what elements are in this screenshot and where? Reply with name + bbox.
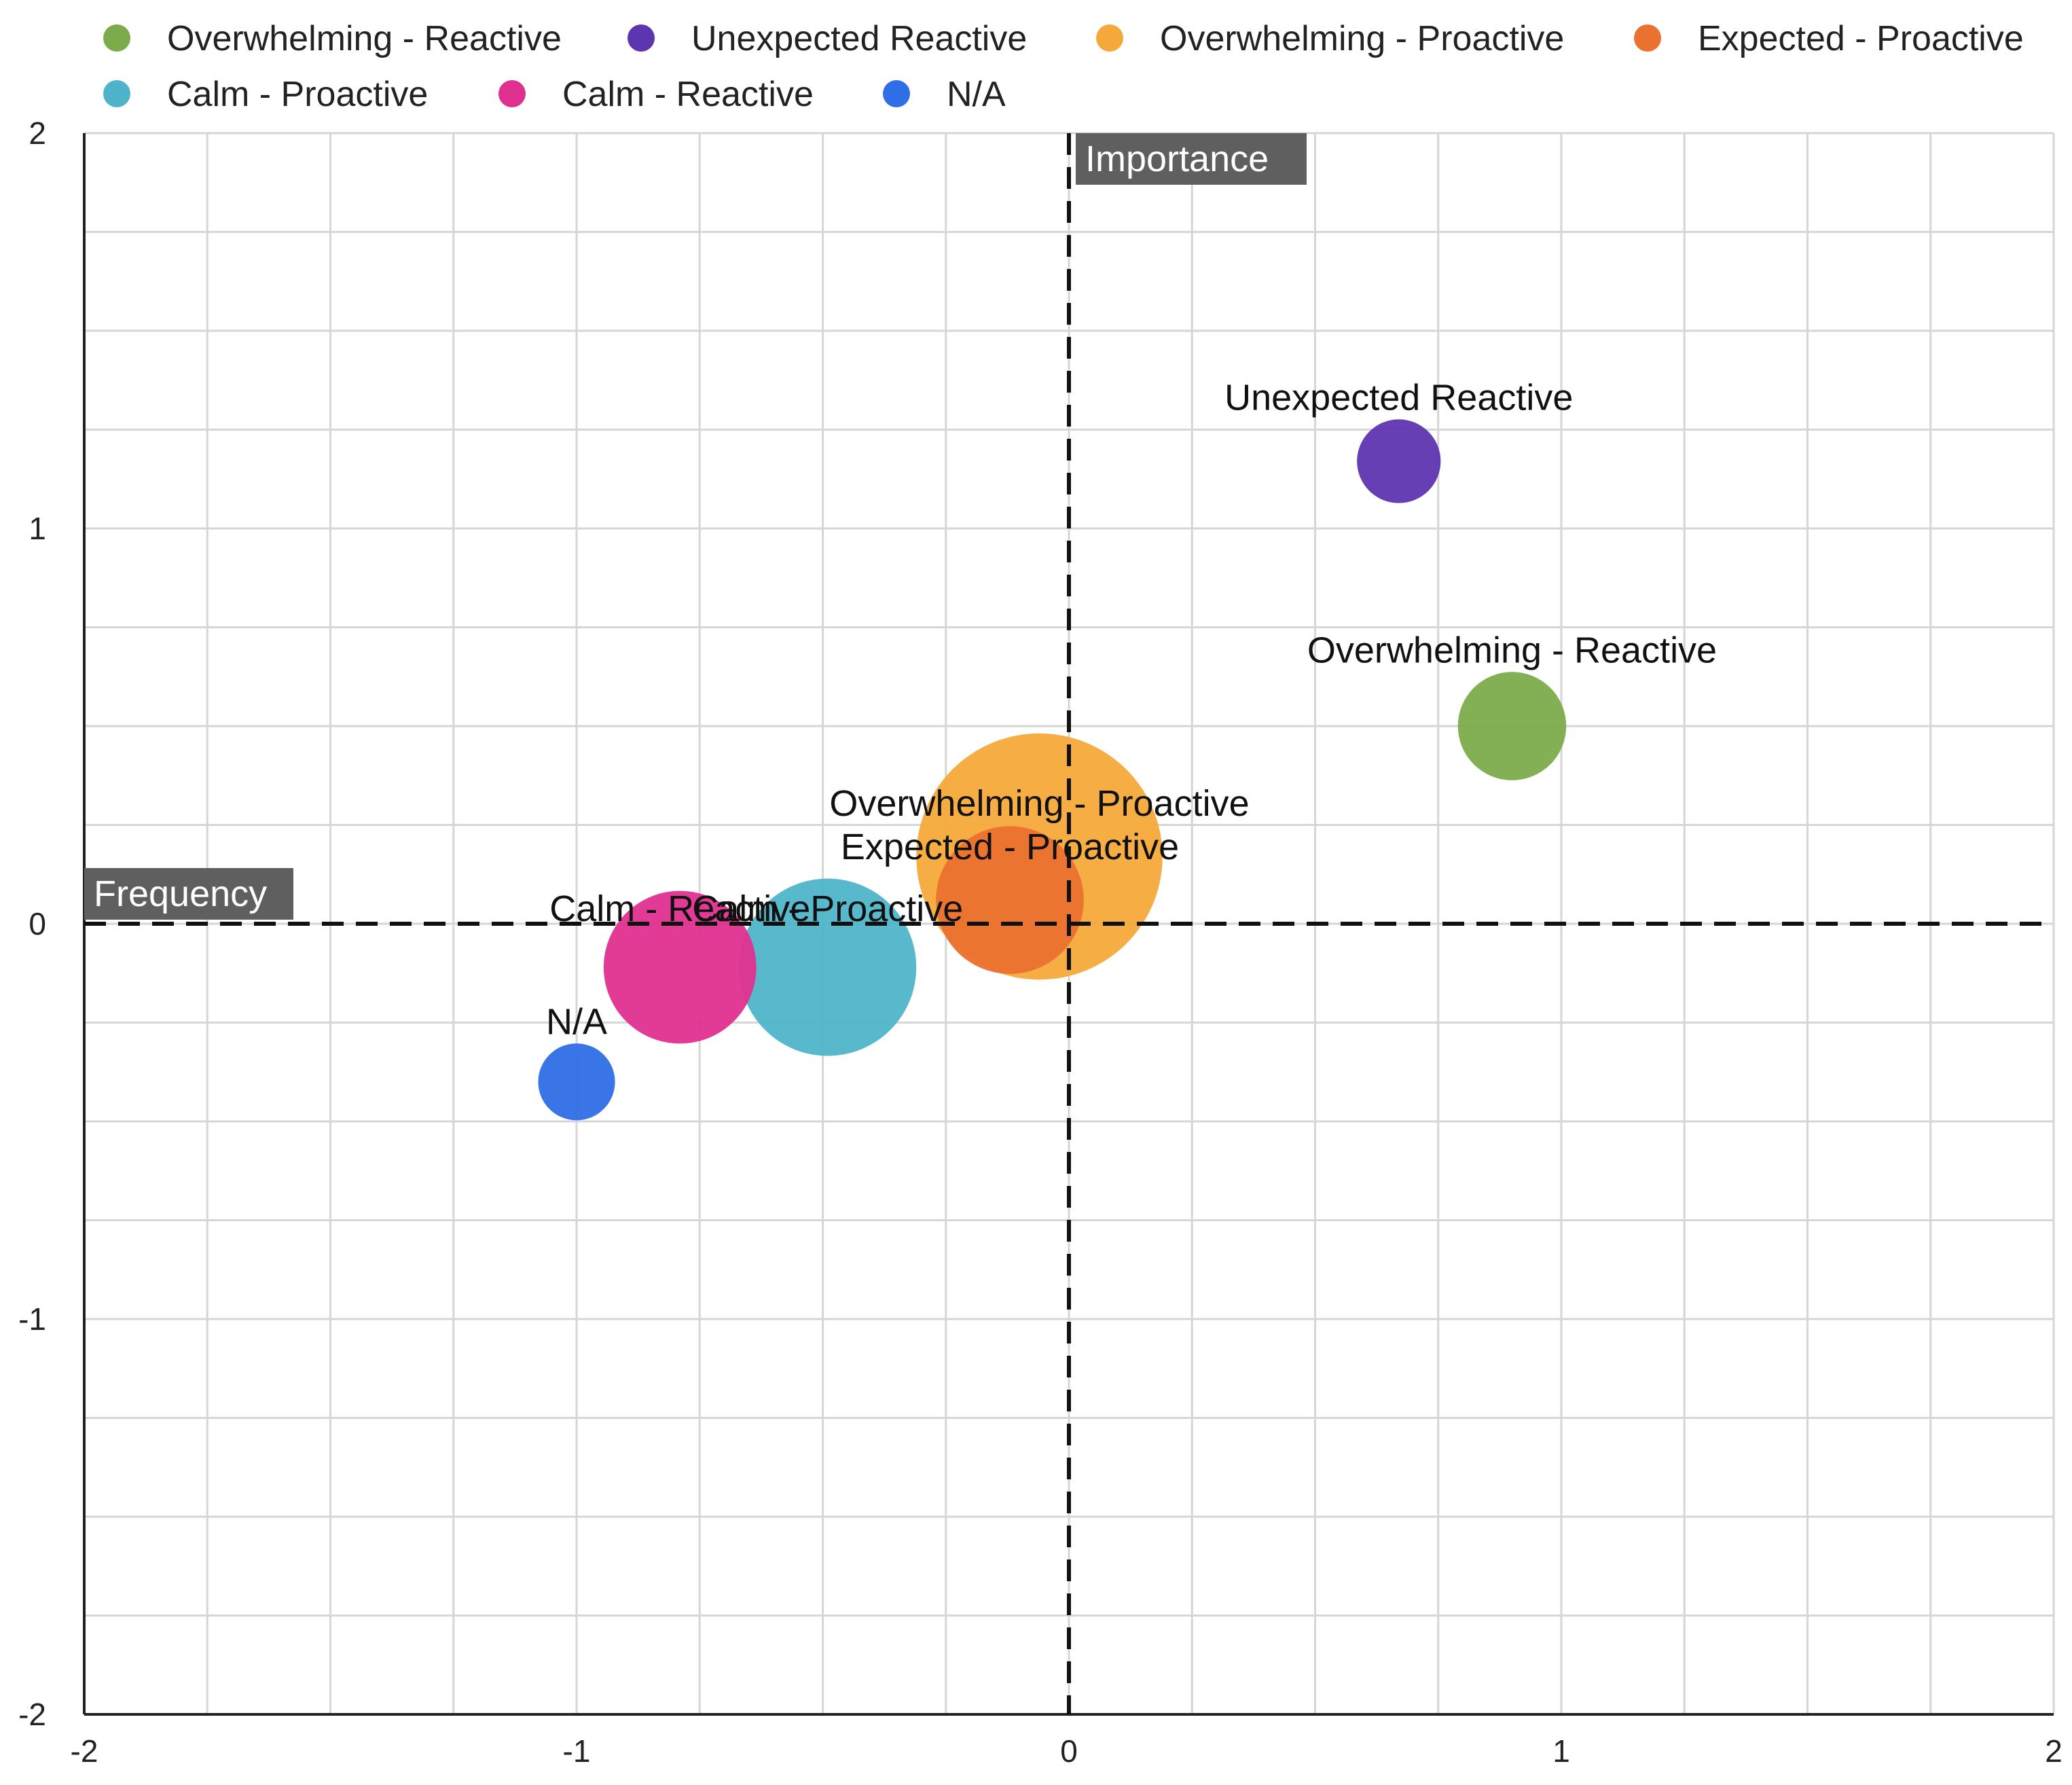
legend-entry-label: N/A — [947, 75, 1006, 114]
data-labels: Overwhelming - Reactive Unexpected Reacti… — [546, 377, 1717, 1042]
x-tick-label: 0 — [1060, 1733, 1078, 1769]
y-tick-label: 2 — [29, 115, 46, 151]
data-label-calm-reactive: Calm - Reactive — [549, 888, 810, 929]
data-label-overwhelming-proactive: Overwhelming - Proactive — [829, 783, 1249, 824]
bubbles — [538, 419, 1567, 1121]
x-tick-label: -2 — [71, 1733, 98, 1769]
legend-marker — [1634, 24, 1661, 52]
legend-marker — [103, 80, 130, 107]
legend-entry-label: Overwhelming - Reactive — [167, 19, 562, 58]
legend: Overwhelming - Reactive Unexpected Reacti… — [103, 19, 2024, 114]
legend-entry-label: Expected - Proactive — [1698, 19, 2024, 58]
x-tick-label: 1 — [1552, 1733, 1570, 1769]
x-tick-label: -1 — [563, 1733, 591, 1769]
bubble-overwhelming-reactive — [1457, 672, 1567, 780]
bubble-expected-proactive — [936, 826, 1084, 974]
axis-annotations: Importance Frequency — [84, 133, 1307, 920]
frequency-axis-label: Frequency — [94, 873, 267, 914]
data-label-expected-proactive: Expected - Proactive — [841, 827, 1179, 867]
legend-marker — [103, 24, 130, 52]
tick-labels: -2 -1 0 1 2 2 1 0 -1 -2 — [18, 115, 2062, 1769]
legend-marker — [1096, 24, 1123, 52]
bubble-calm-reactive — [603, 890, 757, 1044]
importance-axis-label: Importance — [1085, 139, 1269, 179]
zero-lines — [84, 133, 2054, 1714]
legend-marker — [628, 24, 655, 52]
legend-entry-label: Overwhelming - Proactive — [1160, 19, 1564, 58]
data-label-calm-proactive: Calm - Proactive — [692, 888, 963, 929]
legend-entry-label: Unexpected Reactive — [691, 19, 1027, 58]
bubble-unexpected-reactive — [1357, 419, 1441, 503]
data-label-unexpected-reactive: Unexpected Reactive — [1224, 377, 1573, 418]
y-tick-label: -1 — [18, 1301, 46, 1337]
data-label-n-a: N/A — [546, 1001, 607, 1042]
importance-axis-label-box — [1076, 133, 1307, 185]
y-tick-label: -2 — [18, 1697, 46, 1732]
legend-marker — [498, 80, 526, 107]
y-tick-label: 0 — [29, 906, 46, 941]
x-tick-label: 2 — [2045, 1733, 2062, 1769]
y-tick-label: 1 — [29, 511, 46, 546]
bubble-n-a — [538, 1043, 615, 1121]
data-label-overwhelming-reactive: Overwhelming - Reactive — [1307, 630, 1717, 670]
frequency-axis-label-box — [84, 868, 293, 920]
legend-entry-label: Calm - Reactive — [562, 75, 814, 114]
legend-entry-label: Calm - Proactive — [167, 75, 428, 114]
legend-marker — [883, 80, 910, 107]
